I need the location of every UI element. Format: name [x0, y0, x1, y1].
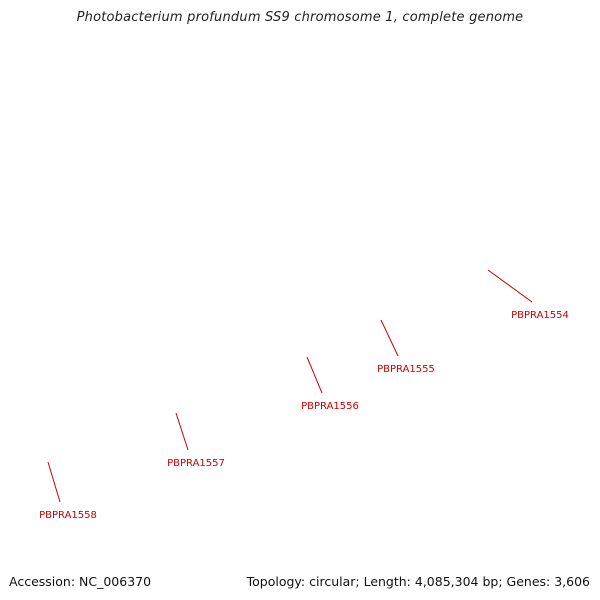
- gene-leader-line: [47, 461, 61, 503]
- gene-leader-line: [487, 269, 533, 303]
- gene-leader-line: [175, 412, 189, 451]
- gene-leader-line: [380, 319, 399, 357]
- gene-leader-line: [306, 356, 323, 394]
- gene-label: PBPRA1556: [301, 401, 359, 412]
- page-title: Photobacterium profundum SS9 chromosome …: [76, 10, 524, 25]
- gene-labels: PBPRA1554 PBPRA1555 PBPRA1556 PBPRA1557 PBPR…: [39, 269, 569, 521]
- gene-label: PBPRA1554: [511, 310, 569, 321]
- topology-text: Topology: circular; Length: 4,085,304 bp…: [246, 574, 590, 589]
- gene-label: PBPRA1555: [377, 364, 435, 375]
- accession-text: Accession: NC_006370: [9, 574, 152, 589]
- gene-label: PBPRA1558: [39, 510, 97, 521]
- gene-label: PBPRA1557: [167, 458, 225, 469]
